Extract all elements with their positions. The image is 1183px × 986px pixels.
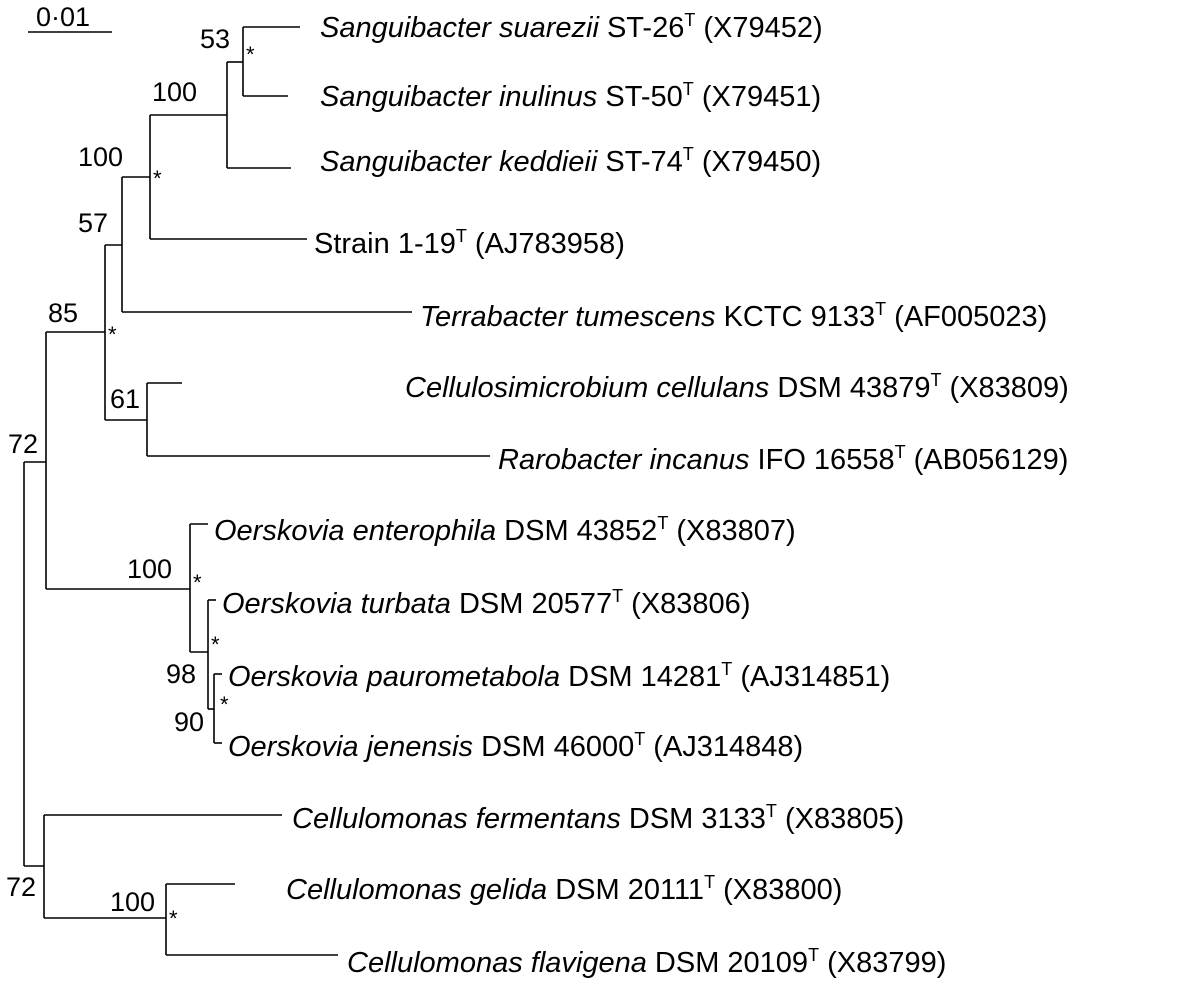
bootstrap-value: 100 xyxy=(152,77,197,107)
taxon-label: Oerskovia paurometabola DSM 14281T (AJ31… xyxy=(228,659,890,693)
taxon-label: Oerskovia turbata DSM 20577T (X83806) xyxy=(222,586,750,620)
asterisk-marker: * xyxy=(108,322,117,347)
bootstrap-value: 98 xyxy=(166,659,196,689)
asterisk-marker: * xyxy=(153,166,162,191)
asterisk-marker: * xyxy=(211,632,220,657)
taxon-label: Rarobacter incanus IFO 16558T (AB056129) xyxy=(498,442,1068,476)
taxon-label: Sanguibacter inulinus ST-50T (X79451) xyxy=(320,79,821,113)
taxon-label: Cellulomonas gelida DSM 20111T (X83800) xyxy=(286,872,842,906)
bootstrap-value: 100 xyxy=(127,554,172,584)
taxon-label: Terrabacter tumescens KCTC 9133T (AF0050… xyxy=(420,299,1047,333)
asterisk-marker: * xyxy=(220,692,229,717)
taxon-label: Cellulosimicrobium cellulans DSM 43879T … xyxy=(405,370,1069,404)
bootstrap-value: 72 xyxy=(8,429,38,459)
taxon-label: Oerskovia enterophila DSM 43852T (X83807… xyxy=(214,513,796,547)
bootstrap-value: 72 xyxy=(6,872,36,902)
taxon-label: Cellulomonas fermentans DSM 3133T (X8380… xyxy=(292,801,904,835)
bootstrap-value: 100 xyxy=(78,142,123,172)
taxon-label: Sanguibacter suarezii ST-26T (X79452) xyxy=(320,10,823,44)
bootstrap-value: 61 xyxy=(110,384,140,414)
taxon-label: Sanguibacter keddieii ST-74T (X79450) xyxy=(320,144,821,178)
bootstrap-value: 53 xyxy=(200,24,230,54)
asterisk-marker: * xyxy=(193,570,202,595)
taxon-label: Strain 1-19T (AJ783958) xyxy=(314,226,625,260)
bootstrap-value: 85 xyxy=(48,298,78,328)
scale-bar-label: 0·01 xyxy=(36,2,90,32)
bootstrap-value: 100 xyxy=(110,887,155,917)
taxon-label: Oerskovia jenensis DSM 46000T (AJ314848) xyxy=(228,729,803,763)
taxon-label: Cellulomonas flavigena DSM 20109T (X8379… xyxy=(347,945,946,979)
asterisk-marker: * xyxy=(246,42,255,67)
bootstrap-value: 90 xyxy=(174,707,204,737)
bootstrap-value: 57 xyxy=(78,208,108,238)
asterisk-marker: * xyxy=(169,906,178,931)
